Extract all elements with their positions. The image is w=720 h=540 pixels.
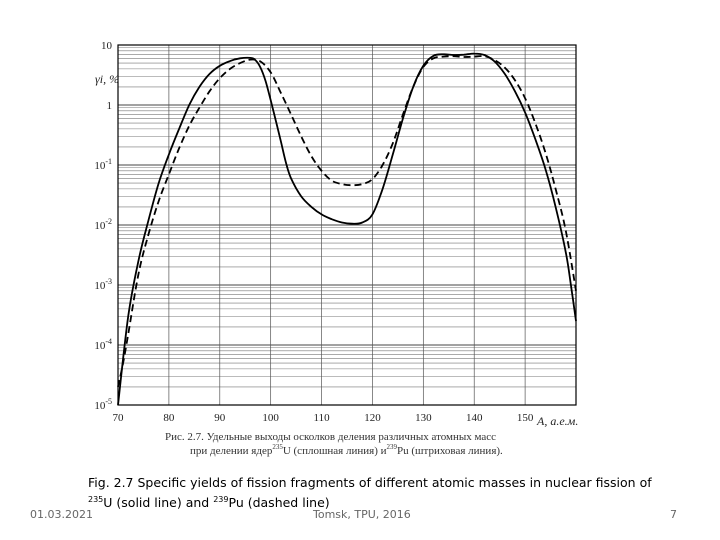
ru-caption-line2: при делении ядер235U (сплошная линия) и2… [190,443,503,457]
x-axis-label: A, а.е.м. [536,414,578,428]
x-tick-label: 80 [163,412,175,424]
x-tick-labels: 70 80 90 100 110 120 130 140 150 [113,412,534,424]
y-tick-label: 10-1 [94,157,112,172]
y-tick-label: 10-5 [94,397,112,412]
y-tick-labels: 10 1 10-1 10-2 10-3 10-4 10-5 [94,40,112,412]
series-line-dashed [117,55,577,388]
ru-caption-line1: Рис. 2.7. Удельные выходы осколков делен… [165,431,496,443]
footer-center: Tomsk, TPU, 2016 [313,508,411,521]
x-tick-label: 90 [214,412,226,424]
y-tick-label: 10-4 [94,337,112,352]
x-tick-label: 120 [364,412,381,424]
x-tick-label: 130 [415,412,432,424]
x-tick-label: 140 [466,412,483,424]
y-tick-label: 10-3 [94,277,112,292]
x-tick-label: 110 [314,412,331,424]
x-tick-label: 100 [262,412,279,424]
y-tick-label: 10-2 [94,217,112,232]
y-tick-label: 10 [101,40,113,52]
x-tick-label: 70 [113,412,125,424]
series-group [117,52,577,406]
footer-page-number: 7 [670,508,677,521]
y-axis-label: γi, % [95,72,119,86]
series-line-solid [117,52,577,406]
x-tick-label: 150 [517,412,534,424]
chart-grid [117,45,577,406]
plot-frame [117,44,577,406]
y-tick-label: 1 [107,100,113,112]
figure-caption: Fig. 2.7 Specific yields of fission frag… [88,475,652,511]
footer-date: 01.03.2021 [30,508,93,521]
